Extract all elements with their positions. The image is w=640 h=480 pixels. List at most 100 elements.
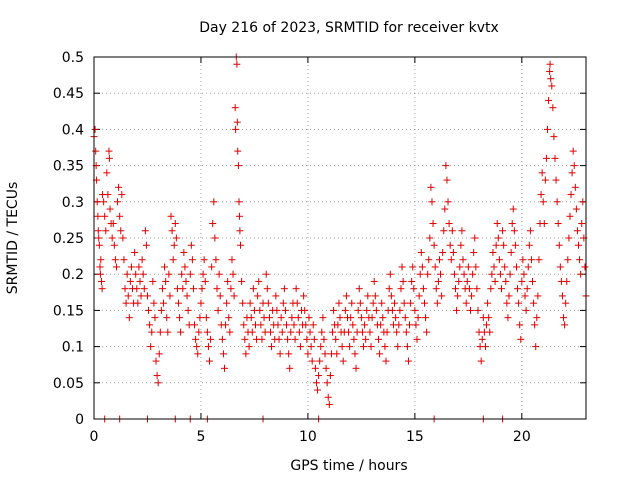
y-tick-label: 0.4	[62, 122, 84, 138]
data-point	[409, 263, 417, 271]
data-point	[160, 299, 168, 307]
data-point	[372, 306, 380, 314]
data-point	[426, 234, 434, 242]
data-point	[449, 248, 457, 256]
data-point	[183, 292, 191, 300]
grid	[94, 57, 586, 419]
data-point	[164, 328, 172, 336]
data-point	[414, 314, 422, 322]
data-point	[215, 270, 223, 278]
data-point	[433, 299, 441, 307]
data-point	[153, 372, 161, 380]
data-point	[507, 248, 515, 256]
data-point	[169, 256, 177, 264]
data-point	[530, 299, 538, 307]
data-point	[268, 343, 276, 351]
data-point	[358, 328, 366, 336]
data-point	[135, 263, 143, 271]
data-point	[364, 292, 372, 300]
x-tick-label: 10	[299, 429, 317, 445]
data-point	[377, 321, 385, 329]
data-point	[196, 314, 204, 322]
data-point	[296, 343, 304, 351]
data-point	[535, 256, 543, 264]
data-point	[383, 328, 391, 336]
data-point	[248, 328, 256, 336]
data-point	[425, 256, 433, 264]
data-point	[357, 314, 365, 322]
data-point	[463, 277, 471, 285]
data-point	[485, 314, 493, 322]
data-point	[541, 176, 549, 184]
data-point	[300, 292, 308, 300]
data-point	[236, 227, 244, 235]
data-point	[501, 263, 509, 271]
data-point	[94, 212, 102, 220]
data-point	[213, 285, 221, 293]
data-point	[352, 364, 360, 372]
data-point	[478, 335, 486, 343]
data-point	[280, 285, 288, 293]
data-point	[182, 277, 190, 285]
data-point	[229, 270, 237, 278]
data-point	[234, 162, 242, 170]
data-point	[413, 335, 421, 343]
data-point	[209, 220, 217, 228]
data-point	[277, 314, 285, 322]
data-point	[157, 306, 165, 314]
data-point	[137, 292, 145, 300]
data-point	[186, 270, 194, 278]
data-point	[393, 328, 401, 336]
data-point	[257, 321, 265, 329]
data-point	[326, 372, 334, 380]
data-point	[139, 270, 147, 278]
data-point	[564, 256, 572, 264]
data-point	[314, 386, 322, 394]
data-point	[375, 335, 383, 343]
data-point	[465, 285, 473, 293]
data-point	[262, 270, 270, 278]
data-point	[216, 292, 224, 300]
data-point	[266, 328, 274, 336]
data-point	[363, 306, 371, 314]
data-point	[481, 343, 489, 351]
data-point	[149, 277, 157, 285]
data-point	[579, 198, 587, 206]
data-point	[508, 220, 516, 228]
data-point	[404, 357, 412, 365]
data-point	[554, 220, 562, 228]
data-point	[348, 299, 356, 307]
data-point	[100, 198, 108, 206]
data-point	[176, 314, 184, 322]
data-point	[204, 343, 212, 351]
data-point	[124, 292, 132, 300]
data-point	[474, 306, 482, 314]
data-point	[334, 321, 342, 329]
y-tick-label: 0.25	[53, 231, 84, 247]
data-point	[572, 205, 580, 213]
data-point	[132, 270, 140, 278]
data-point	[288, 314, 296, 322]
data-point	[235, 198, 243, 206]
data-point	[371, 292, 379, 300]
data-point	[534, 292, 542, 300]
data-point	[274, 321, 282, 329]
data-point	[211, 234, 219, 242]
data-point	[308, 357, 316, 365]
data-point	[550, 133, 558, 141]
data-point	[316, 357, 324, 365]
data-point	[146, 321, 154, 329]
data-point	[356, 299, 364, 307]
data-point	[397, 285, 405, 293]
data-point	[581, 263, 589, 271]
data-point	[347, 314, 355, 322]
data-point	[92, 147, 100, 155]
data-point	[403, 343, 411, 351]
data-point	[492, 241, 500, 249]
data-point	[569, 147, 577, 155]
data-point	[401, 314, 409, 322]
data-point	[407, 299, 415, 307]
data-point	[450, 270, 458, 278]
data-point	[310, 335, 318, 343]
